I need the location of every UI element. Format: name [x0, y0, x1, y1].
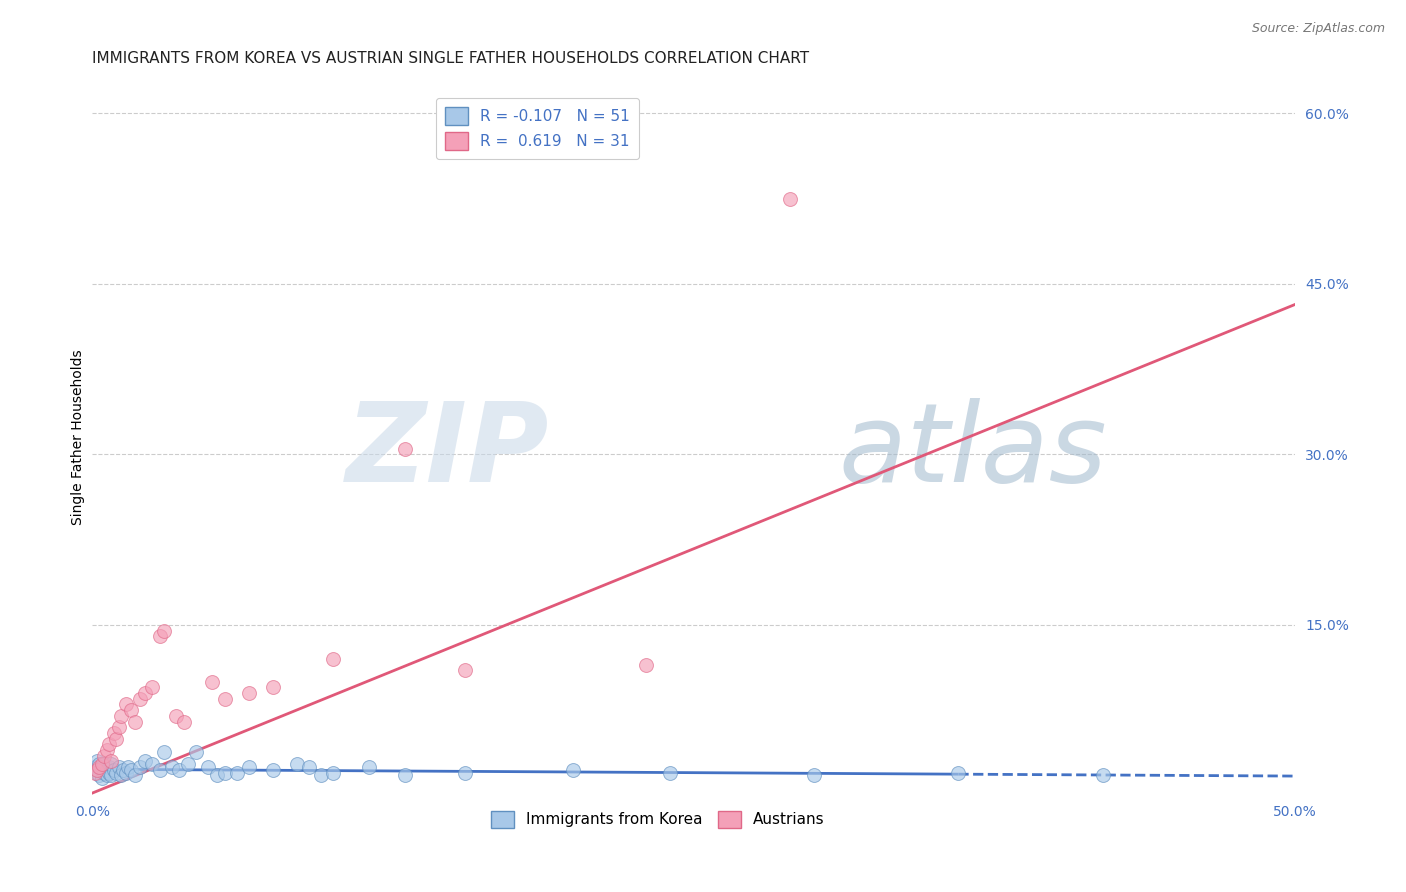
- Point: [141, 756, 163, 771]
- Point: [120, 764, 142, 778]
- Point: [105, 765, 128, 780]
- Point: [110, 768, 132, 782]
- Point: [322, 765, 344, 780]
- Point: [148, 764, 170, 778]
- Point: [89, 768, 111, 782]
- Point: [779, 192, 801, 206]
- Point: [309, 768, 332, 782]
- Point: [238, 686, 260, 700]
- Point: [357, 760, 380, 774]
- Point: [107, 760, 129, 774]
- Point: [115, 765, 138, 780]
- Point: [83, 760, 105, 774]
- Point: [98, 765, 121, 780]
- Point: [110, 709, 132, 723]
- Point: [89, 760, 111, 774]
- Point: [93, 756, 115, 771]
- Point: [285, 756, 308, 771]
- Point: [803, 768, 825, 782]
- Point: [105, 731, 128, 746]
- Point: [90, 772, 112, 786]
- Point: [115, 698, 138, 712]
- Point: [90, 760, 112, 774]
- Text: atlas: atlas: [838, 398, 1107, 505]
- Point: [124, 714, 146, 729]
- Point: [177, 756, 200, 771]
- Point: [124, 768, 146, 782]
- Point: [120, 703, 142, 717]
- Point: [394, 768, 416, 782]
- Text: IMMIGRANTS FROM KOREA VS AUSTRIAN SINGLE FATHER HOUSEHOLDS CORRELATION CHART: IMMIGRANTS FROM KOREA VS AUSTRIAN SINGLE…: [93, 51, 810, 66]
- Point: [90, 756, 112, 771]
- Point: [93, 765, 115, 780]
- Point: [107, 720, 129, 734]
- Point: [96, 768, 118, 782]
- Point: [214, 765, 236, 780]
- Point: [1091, 768, 1114, 782]
- Point: [207, 768, 229, 782]
- Point: [86, 754, 108, 768]
- Point: [100, 768, 122, 782]
- Point: [96, 764, 118, 778]
- Point: [129, 760, 152, 774]
- Point: [298, 760, 321, 774]
- Point: [201, 674, 224, 689]
- Point: [562, 764, 585, 778]
- Point: [83, 765, 105, 780]
- Point: [658, 765, 681, 780]
- Point: [214, 691, 236, 706]
- Point: [98, 760, 121, 774]
- Point: [197, 760, 219, 774]
- Point: [134, 686, 156, 700]
- Point: [153, 745, 176, 759]
- Point: [238, 760, 260, 774]
- Point: [160, 760, 183, 774]
- Point: [103, 764, 125, 778]
- Point: [167, 764, 190, 778]
- Text: ZIP: ZIP: [346, 398, 550, 505]
- Point: [100, 756, 122, 771]
- Point: [173, 714, 195, 729]
- Point: [225, 765, 247, 780]
- Point: [454, 664, 477, 678]
- Point: [134, 754, 156, 768]
- Point: [141, 681, 163, 695]
- Point: [117, 760, 139, 774]
- Point: [634, 657, 657, 672]
- Point: [148, 629, 170, 643]
- Point: [86, 765, 108, 780]
- Legend: Immigrants from Korea, Austrians: Immigrants from Korea, Austrians: [485, 805, 831, 834]
- Point: [394, 442, 416, 456]
- Point: [262, 764, 284, 778]
- Point: [262, 681, 284, 695]
- Point: [96, 743, 118, 757]
- Point: [129, 691, 152, 706]
- Point: [86, 764, 108, 778]
- Point: [112, 764, 135, 778]
- Point: [93, 748, 115, 763]
- Point: [100, 754, 122, 768]
- Point: [153, 624, 176, 638]
- Point: [89, 756, 111, 771]
- Point: [322, 652, 344, 666]
- Point: [98, 737, 121, 751]
- Point: [184, 745, 207, 759]
- Point: [165, 709, 187, 723]
- Point: [948, 765, 970, 780]
- Y-axis label: Single Father Households: Single Father Households: [72, 350, 86, 525]
- Point: [454, 765, 477, 780]
- Point: [103, 726, 125, 740]
- Text: Source: ZipAtlas.com: Source: ZipAtlas.com: [1251, 22, 1385, 36]
